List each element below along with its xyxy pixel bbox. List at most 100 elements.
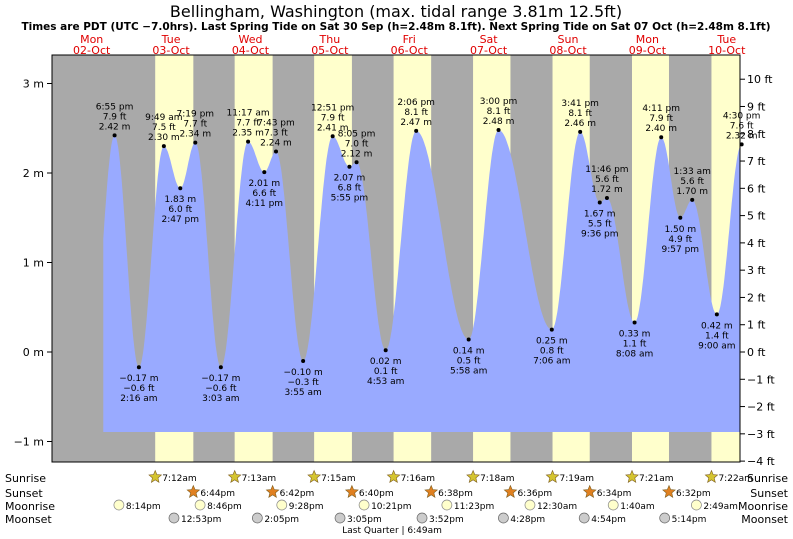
sunrise-time-4: 7:16am [401,474,436,484]
moonset-time-5: 4:28pm [510,515,545,525]
tide-label-10-time: 3:55 am [284,388,321,398]
tide-label-8-time: 4:11 pm [246,199,284,209]
tide-label-13-ft: 7.0 ft [345,139,369,149]
tide-label-13-time: 8:05 pm [338,129,376,139]
tide-label-6-m: −0.17 m [201,374,240,384]
date-label-3: 04-Oct [232,44,270,57]
tide-point-25 [690,197,695,202]
tide-label-1-time: 6:55 pm [96,102,134,112]
tide-label-17-time: 3:00 pm [480,97,518,107]
sunrise-time-2: 7:13am [242,474,276,484]
tide-point-13 [354,160,359,165]
sunrise-icon-7 [625,469,639,483]
tide-label-9-ft: 7.3 ft [264,129,288,139]
sunrise-time-3: 7:15am [321,474,356,484]
left-tick-label-1: 0 m [23,346,44,359]
tide-label-4-m: 1.83 m [164,195,196,205]
tide-label-24-time: 9:57 pm [662,245,700,255]
tide-label-14-time: 4:53 am [367,377,404,387]
moonset-time-6: 4:54pm [591,515,626,525]
tide-label-1-ft: 7.9 ft [103,112,127,122]
moonrise-time-6: 12:30am [537,502,577,512]
right-tick-label-14: 10 ft [747,73,773,86]
day-of-week-8: Mon [636,33,659,46]
tide-label-20-ft: 5.5 ft [588,220,612,230]
tide-point-23 [659,135,664,140]
tide-point-20 [597,200,602,205]
tide-label-26-ft: 1.4 ft [705,331,729,341]
moonrise-time-7: 1:40am [620,502,655,512]
tide-label-13-m: 2.12 m [341,149,373,159]
tide-label-21-time: 11:46 pm [585,165,628,175]
tide-point-3 [161,144,166,149]
tide-label-27-ft: 7.6 ft [730,121,754,131]
tide-point-11 [330,134,335,139]
row-label-left-moonset: Moonset [5,513,52,526]
sunset-time-5: 6:36pm [517,489,552,499]
moonset-icon-5 [498,512,509,524]
right-tick-label-0: −4 ft [747,455,775,468]
sunrise-icon-2 [227,469,242,483]
moonrise-icon-1 [113,499,125,511]
tide-label-10-m: −0.10 m [284,368,323,378]
day-of-week-9: Tue [716,33,736,46]
tide-label-2-ft: −0.6 ft [123,384,155,394]
tide-label-22-m: 0.33 m [619,329,651,339]
tide-label-20-m: 1.67 m [584,210,616,220]
right-tick-label-2: −2 ft [747,401,775,414]
sunset-time-7: 6:32pm [676,489,711,499]
moonrise-icon-6 [524,499,536,511]
tide-label-16-ft: 0.5 ft [457,356,481,366]
tide-point-14 [383,348,388,353]
right-tick-label-13: 9 ft [747,100,766,113]
sunset-icon-3 [344,484,359,498]
tide-point-1 [112,133,117,138]
moonset-icon-6 [578,512,590,524]
sunset-icon-1 [186,484,201,498]
right-tick-label-12: 8 ft [747,128,766,141]
sunrise-icon-8 [704,469,719,483]
tide-label-12-m: 2.07 m [334,174,366,184]
tide-label-4-time: 2:47 pm [161,215,199,225]
moonrise-icon-4 [358,499,370,511]
moonset-icon-2 [251,512,263,524]
moonrise-time-4: 10:21pm [371,502,411,512]
row-label-right-sunset: Sunset [750,487,788,500]
tide-label-11-time: 12:51 pm [311,103,354,113]
tide-area [103,130,741,432]
row-label-left-moonrise: Moonrise [5,500,55,513]
date-label-6: 07-Oct [470,44,508,57]
moonset-icon-7 [659,512,671,524]
sunrise-icon-4 [386,469,401,483]
left-tick-label-4: 3 m [23,78,44,91]
moonset-time-7: 5:14pm [672,515,707,525]
tide-label-24-ft: 4.9 ft [668,235,692,245]
tide-label-19-ft: 8.1 ft [568,109,592,119]
tide-point-2 [136,365,141,370]
moonrise-time-2: 8:46pm [207,502,242,512]
moonset-time-4: 3:52pm [429,515,464,525]
row-label-left-sunset: Sunset [5,487,43,500]
sunrise-icon-1 [148,469,163,483]
tide-point-21 [604,196,609,201]
tide-label-8-ft: 6.6 ft [252,189,276,199]
sunset-time-6: 6:34pm [597,489,632,499]
moonrise-icon-2 [194,499,206,511]
tide-label-21-ft: 5.6 ft [595,175,619,185]
sunset-icon-2 [265,484,280,498]
chart-title: Bellingham, Washington (max. tidal range… [170,2,622,21]
tide-point-24 [678,215,683,220]
tide-label-18-ft: 0.8 ft [540,347,564,357]
tide-label-3-time: 9:49 am [145,113,182,123]
right-tick-label-1: −3 ft [747,428,775,441]
tide-label-23-ft: 7.9 ft [649,114,673,124]
moonrise-time-3: 9:28pm [289,502,324,512]
tide-label-26-time: 9:00 am [698,341,735,351]
moonset-time-2: 2:05pm [264,515,299,525]
sunrise-time-6: 7:19am [560,474,595,484]
tide-label-5-m: 2.34 m [179,130,211,140]
tide-label-18-m: 0.25 m [536,337,568,347]
tide-label-17-m: 2.48 m [483,117,515,127]
moonset-icon-3 [334,512,346,524]
